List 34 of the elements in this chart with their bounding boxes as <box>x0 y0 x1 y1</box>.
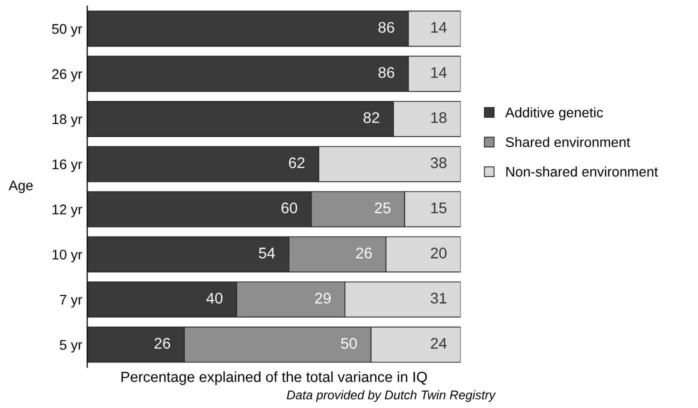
data-label: 54 <box>258 248 275 258</box>
data-label: 20 <box>430 248 447 258</box>
legend-label: Shared environment <box>506 136 630 148</box>
data-label: 31 <box>430 292 446 304</box>
data-label: 50 <box>341 338 357 349</box>
data-label: 26 <box>356 248 372 258</box>
data-label: 14 <box>431 22 447 33</box>
y-tick-label: 18 yr <box>52 114 82 127</box>
y-tick-label: 5 yr <box>60 340 82 353</box>
y-axis-title: Age <box>8 180 33 194</box>
data-label: 40 <box>206 292 222 304</box>
data-label: 18 <box>431 112 446 124</box>
data-label: 14 <box>431 67 447 78</box>
data-label: 25 <box>374 202 390 214</box>
data-label: 38 <box>430 157 446 168</box>
legend-label: Non-shared environment <box>506 166 658 177</box>
data-label: 15 <box>431 202 446 214</box>
data-label: 29 <box>315 292 331 304</box>
data-label: 24 <box>430 338 447 349</box>
legend-label: Additive genetic <box>505 107 603 120</box>
data-label: 60 <box>282 202 298 214</box>
y-tick-label: 50 yr <box>52 24 82 37</box>
data-label: 26 <box>154 338 170 349</box>
text: Data provided by Dutch Twin Registry <box>286 390 496 402</box>
data-label: 62 <box>288 157 304 168</box>
y-tick-label: 16 yr <box>52 159 82 172</box>
x-axis-title: Percentage explained of the total variance in IQ <box>122 371 427 385</box>
y-tick-label: 12 yr <box>52 204 82 218</box>
data-label: 86 <box>378 22 394 33</box>
data-label: 86 <box>378 67 394 78</box>
y-tick-label: 26 yr <box>52 69 82 82</box>
y-tick-label: 10 yr <box>52 250 82 262</box>
data-label: 82 <box>364 112 380 124</box>
y-tick-label: 7 yr <box>60 294 82 308</box>
